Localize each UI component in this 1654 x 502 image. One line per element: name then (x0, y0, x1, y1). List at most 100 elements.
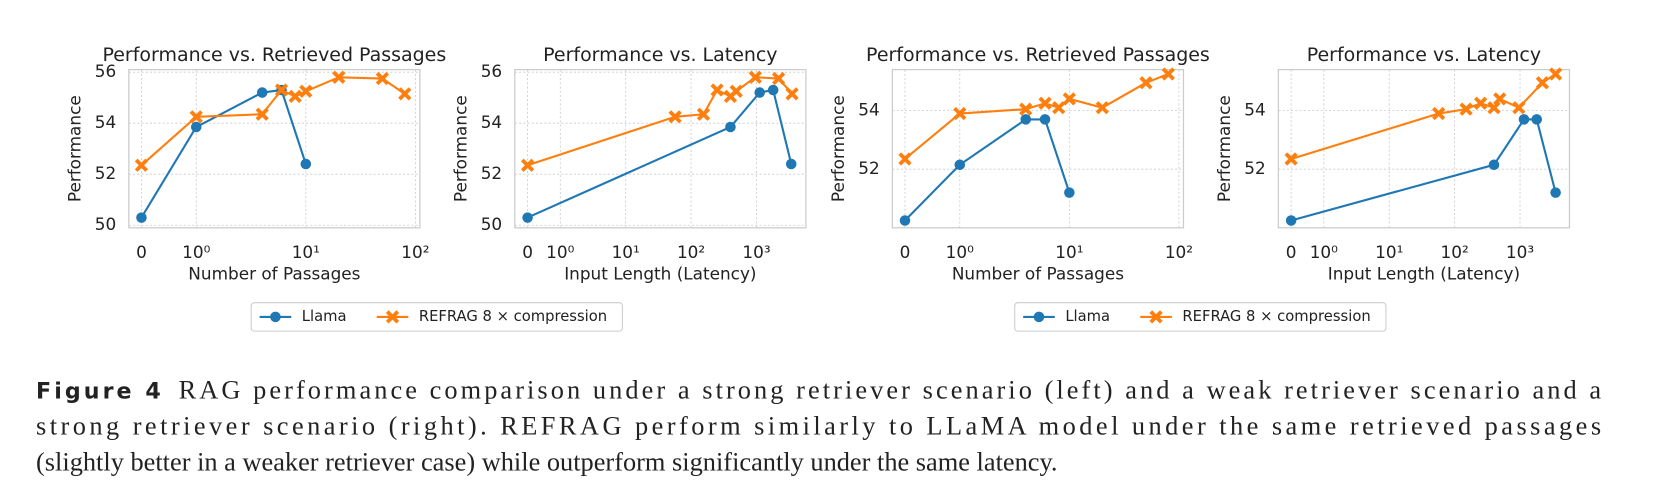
marker (710, 83, 724, 97)
caption-text: RAG performance comparison under a stron… (179, 376, 1602, 405)
marker (668, 110, 682, 124)
y-tick-label: 54 (858, 100, 879, 120)
plot-frame (1277, 68, 1571, 229)
chart-title: Performance vs. Retrieved Passages (866, 44, 1210, 66)
marker (754, 87, 765, 98)
marker (1493, 92, 1507, 106)
marker (1459, 102, 1473, 116)
marker (274, 83, 289, 97)
x-tick-label: 10¹ (1375, 242, 1403, 262)
marker (256, 87, 268, 98)
marker (332, 70, 346, 84)
marker (1518, 114, 1530, 125)
legend-marker (1149, 310, 1163, 324)
y-tick-label: 52 (1244, 158, 1265, 178)
legend-marker (1033, 311, 1045, 323)
series-line (140, 88, 307, 219)
marker (136, 212, 147, 223)
marker (771, 71, 786, 86)
series-line (904, 73, 1169, 160)
legend-marker (385, 310, 400, 324)
marker (1550, 187, 1561, 198)
x-axis-label: Input Length (Latency) (1328, 263, 1520, 283)
y-axis-label: Performance (64, 95, 84, 202)
marker (953, 106, 967, 121)
x-tick-label: 10³ (742, 242, 770, 262)
legend-label: Llama (1065, 308, 1110, 325)
x-tick-label: 0 (1286, 242, 1297, 262)
x-tick-label: 10² (677, 242, 705, 262)
series-line (527, 76, 793, 167)
y-axis-label: Performance (450, 95, 470, 202)
marker (1487, 101, 1501, 115)
x-tick-label: 10⁰ (1310, 242, 1338, 262)
y-tick-label: 52 (95, 163, 116, 183)
caption-line: (slightly better in a weaker retriever c… (36, 447, 1058, 476)
caption-line: Figure 4 RAG performance comparison under… (36, 376, 1601, 405)
legend-box (250, 302, 623, 332)
y-tick-label: 50 (95, 214, 116, 234)
marker (696, 107, 711, 121)
legend-label: REFRAG 8 × compression (1182, 308, 1370, 325)
y-tick-label: 54 (481, 112, 502, 132)
y-tick-label: 54 (1244, 100, 1265, 120)
y-axis-label: Performance (828, 95, 848, 202)
x-tick-label: 10² (1165, 242, 1193, 262)
x-tick-label: 10² (1441, 242, 1469, 262)
marker (785, 158, 797, 170)
plot-frame (514, 68, 807, 229)
marker (1139, 76, 1153, 90)
plot-frame (891, 68, 1185, 229)
x-axis-label: Number of Passages (188, 263, 360, 283)
marker (729, 84, 743, 98)
y-tick-label: 52 (858, 158, 879, 178)
marker (1474, 96, 1488, 110)
legend-label: Llama (302, 308, 347, 325)
marker (300, 158, 312, 170)
y-tick-label: 56 (95, 61, 116, 81)
series-line (527, 88, 793, 219)
legend-marker (270, 311, 281, 323)
plot-frame (128, 68, 421, 229)
marker (1432, 106, 1446, 121)
marker (954, 159, 966, 171)
marker (1052, 101, 1066, 115)
marker (288, 89, 302, 104)
y-axis-label: Performance (1214, 95, 1234, 202)
x-tick-label: 10¹ (612, 242, 640, 262)
marker (725, 121, 736, 133)
marker (1062, 92, 1076, 106)
chart-title: Performance vs. Latency (543, 44, 777, 66)
marker (1161, 67, 1175, 81)
y-tick-label: 52 (481, 163, 502, 183)
marker (1488, 159, 1500, 171)
marker (1019, 102, 1033, 116)
x-axis-label: Input Length (Latency) (564, 263, 756, 283)
marker (375, 71, 390, 86)
marker (398, 87, 412, 101)
x-tick-label: 10¹ (292, 242, 320, 262)
marker (520, 158, 535, 172)
marker (190, 121, 202, 133)
x-tick-label: 10⁰ (182, 242, 210, 262)
x-tick-label: 10³ (1506, 242, 1534, 262)
marker (1020, 114, 1032, 125)
marker (1548, 67, 1563, 81)
series-line (1290, 118, 1557, 222)
marker (522, 212, 533, 223)
marker (299, 84, 313, 98)
marker (1284, 152, 1298, 166)
x-axis-label: Number of Passages (952, 263, 1124, 283)
chart-title: Performance vs. Latency (1307, 44, 1541, 66)
marker (255, 107, 269, 121)
marker (767, 84, 779, 96)
caption-label: Figure 4 (36, 379, 161, 405)
marker (1285, 215, 1297, 226)
x-tick-label: 0 (522, 242, 533, 262)
marker (1039, 114, 1051, 125)
legend-label: REFRAG 8 × compression (419, 308, 607, 325)
marker (1531, 114, 1542, 125)
x-tick-label: 10⁰ (546, 242, 574, 262)
legend-box (1014, 302, 1387, 332)
